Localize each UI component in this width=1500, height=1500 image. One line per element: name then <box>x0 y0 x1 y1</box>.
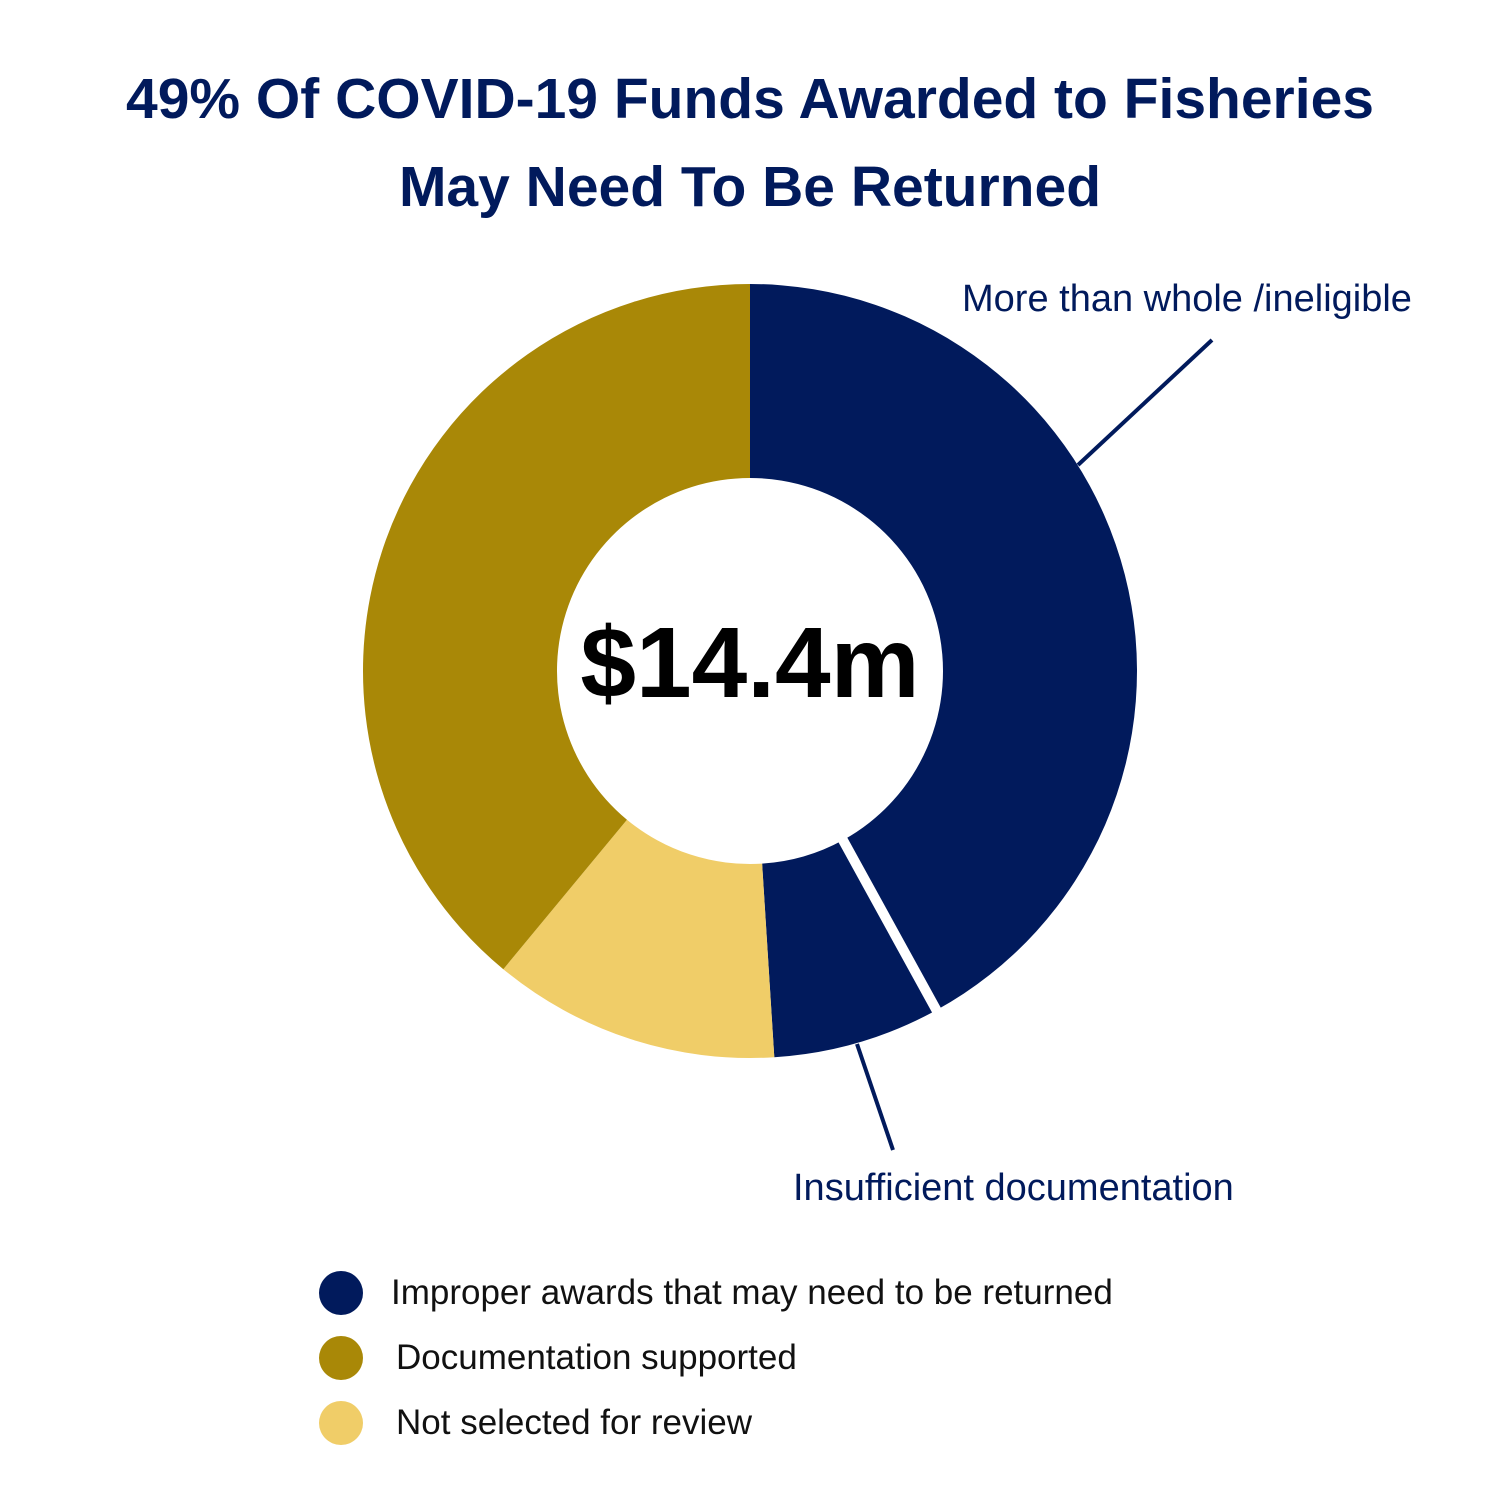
callout-insufficient-documentation: Insufficient documentation <box>793 1167 1234 1209</box>
callout-leader-lines <box>855 338 1214 1151</box>
legend-item-documentation-supported: Documentation supported <box>319 1325 1113 1390</box>
donut-slice-more-than-whole-ineligible <box>750 284 1138 1011</box>
chart-title-line-2: May Need To Be Returned <box>398 155 1102 219</box>
callout-more-than-whole-ineligible: More than whole /ineligible <box>962 278 1412 320</box>
donut-slices <box>363 284 1138 1058</box>
legend-item-not-selected: Not selected for review <box>319 1390 1113 1455</box>
donut-slice-not-selected-for-review <box>503 819 775 1058</box>
leader-line-insufficient-documentation <box>855 1043 895 1151</box>
chart-title: 49% Of COVID-19 Funds Awarded to Fisheri… <box>0 55 1500 231</box>
legend-item-improper-awards: Improper awards that may need to be retu… <box>319 1260 1113 1325</box>
legend-swatch-navy <box>319 1270 363 1315</box>
legend-label-improper-awards: Improper awards that may need to be retu… <box>391 1272 1113 1312</box>
chart-legend: Improper awards that may need to be retu… <box>319 1260 1113 1455</box>
leader-line-more-than-whole <box>1076 338 1214 467</box>
legend-swatch-light-gold <box>319 1400 363 1445</box>
legend-label-not-selected: Not selected for review <box>396 1402 752 1442</box>
donut-slice-insufficient-documentation <box>762 840 937 1058</box>
donut-center-value: $14.4m <box>580 607 919 719</box>
donut-slice-documentation-supported <box>363 284 750 970</box>
slice-separator <box>837 835 942 1015</box>
chart-title-line-1: 49% Of COVID-19 Funds Awarded to Fisheri… <box>126 67 1374 131</box>
legend-label-documentation-supported: Documentation supported <box>396 1337 797 1377</box>
legend-swatch-gold <box>319 1335 363 1380</box>
